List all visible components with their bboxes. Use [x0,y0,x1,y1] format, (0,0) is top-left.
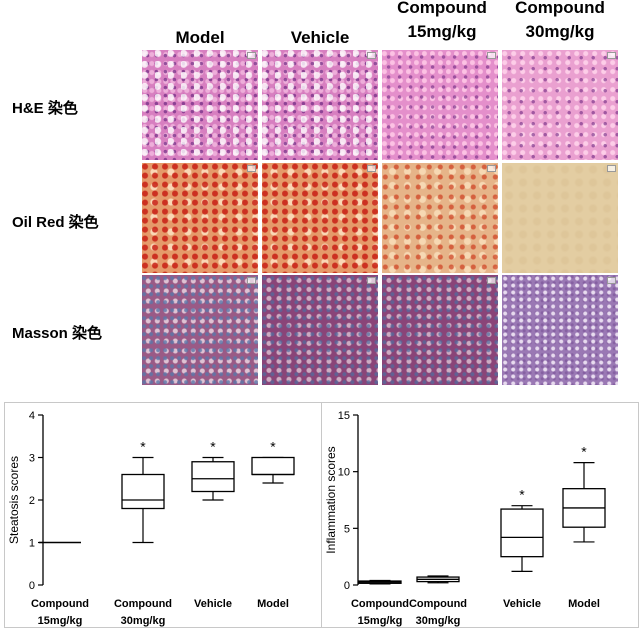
scale-marker-icon [487,277,496,284]
row-label-masson: Masson 染色 [12,325,103,342]
micrograph-he-compound-15 [382,50,498,160]
x-category-label: Model [257,598,289,610]
micrograph-masson-compound-15 [382,275,498,385]
x-category-label-line2: 30mg/kg [121,615,166,627]
scale-marker-icon [487,52,496,59]
y-tick-label: 3 [29,453,35,465]
micrograph-masson-vehicle [262,275,378,385]
significance-marker: * [270,439,276,455]
significance-marker: * [519,487,525,503]
box-iqr-rect [251,456,295,476]
y-tick-label: 1 [29,538,35,550]
y-tick-label: 2 [29,495,35,507]
box-2: * [191,439,235,501]
x-category-label: Vehicle [194,598,232,610]
x-category-label: Compound [114,598,172,610]
box-1 [416,575,460,584]
y-tick-label: 0 [344,580,350,592]
scale-marker-icon [607,165,616,172]
y-axis-label: Inflammation scores [324,446,338,553]
x-category-label-line2: 15mg/kg [358,615,403,627]
micrograph-he-model [142,50,258,160]
inflammation-chart: 0 5 10 15 Inflammation scores Compound 15mg/kg… [324,410,606,627]
scale-marker-icon [607,52,616,59]
scale-marker-icon [247,277,256,284]
y-tick-label: 5 [344,523,350,535]
box-iqr-rect [121,473,165,510]
scale-marker-icon [367,165,376,172]
steatosis-chart-panel: 0 1 2 3 4 Steatosis scores Compound 15mg/kg * Com… [4,402,322,628]
column-header-line1: Model [175,28,225,47]
scale-marker-icon [247,165,256,172]
x-category-label: Vehicle [503,598,541,610]
box-0 [358,579,402,585]
significance-marker: * [140,439,146,455]
y-axis-label: Steatosis scores [7,456,21,544]
box-1: * [121,439,165,544]
steatosis-chart: 0 1 2 3 4 Steatosis scores Compound 15mg/kg * Com… [7,410,295,627]
column-header-line2: 30mg/kg [525,22,595,41]
box-2: * [500,487,544,572]
column-header-vehicle: Vehicle [262,26,378,50]
x-category-label-line2: 15mg/kg [38,615,83,627]
box-iqr-rect [191,461,235,493]
column-header-model: Model [142,26,258,50]
scale-marker-icon [487,165,496,172]
scale-marker-icon [367,52,376,59]
x-category-label: Compound [351,598,409,610]
x-category-label-line2: 30mg/kg [416,615,461,627]
micrograph-oil-model [142,163,258,273]
y-tick-label: 15 [338,410,350,422]
micrograph-masson-model [142,275,258,385]
box-3: * [251,439,295,484]
micrograph-oil-compound-15 [382,163,498,273]
significance-marker: * [210,439,216,455]
y-tick-label: 4 [29,410,35,422]
y-tick-label: 10 [338,467,350,479]
y-tick-label: 0 [29,580,35,592]
scale-marker-icon [607,277,616,284]
scale-marker-icon [247,52,256,59]
column-header-compound-15: Compound 15mg/kg [382,0,502,44]
row-label-oil-red: Oil Red 染色 [12,214,99,231]
inflammation-chart-panel: 0 5 10 15 Inflammation scores Compound 15mg/kg… [321,402,639,628]
box-3: * [562,444,606,543]
column-header-line1: Vehicle [290,28,350,47]
micrograph-masson-compound-30 [502,275,618,385]
x-category-label: Model [568,598,600,610]
box-iqr-rect [500,508,544,558]
column-header-line1: Compound [397,0,487,17]
significance-marker: * [581,444,587,460]
micrograph-he-vehicle [262,50,378,160]
column-header-line1: Compound [515,0,605,17]
x-category-label: Compound [31,598,89,610]
micrograph-oil-vehicle [262,163,378,273]
x-category-label: Compound [409,598,467,610]
row-label-he: H&E 染色 [12,100,78,117]
column-header-compound-30: Compound 30mg/kg [502,0,618,44]
micrograph-he-compound-30 [502,50,618,160]
scale-marker-icon [367,277,376,284]
column-header-line2: 15mg/kg [407,22,477,41]
micrograph-oil-compound-30 [502,163,618,273]
